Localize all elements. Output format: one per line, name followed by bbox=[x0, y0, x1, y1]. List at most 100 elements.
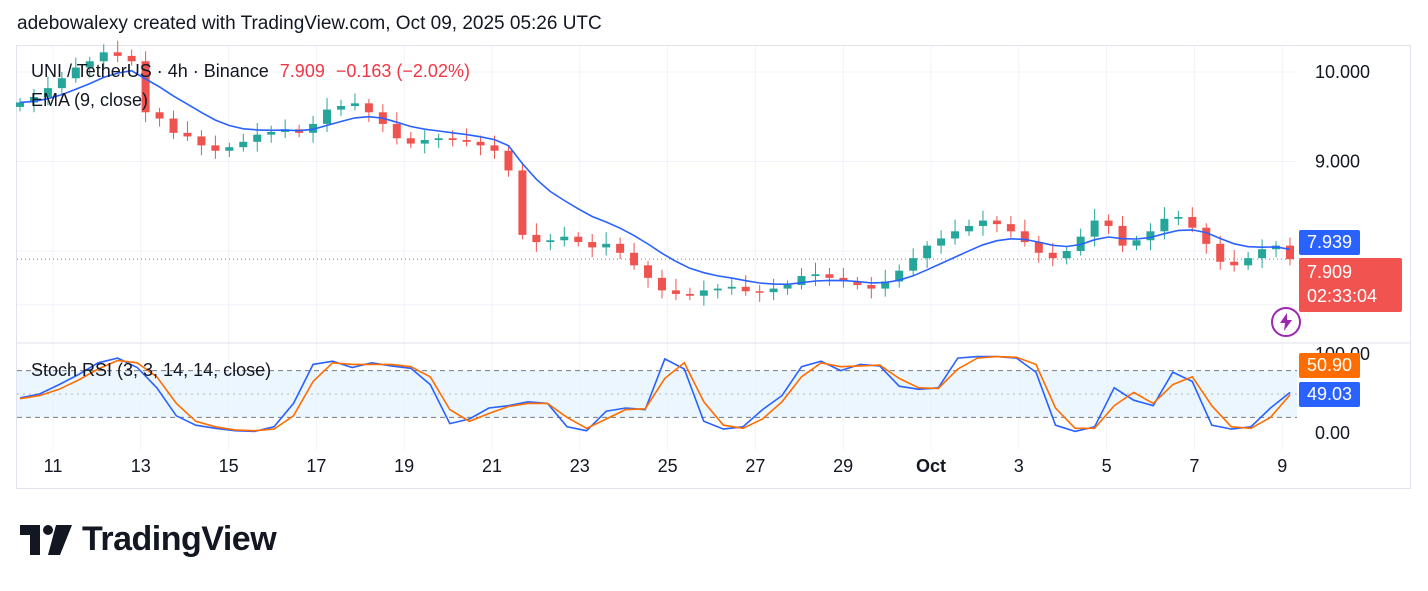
candle-body bbox=[490, 145, 499, 151]
candle-body bbox=[909, 258, 918, 271]
last-price-tag-value: 7.909 bbox=[1307, 262, 1353, 282]
candle-body bbox=[602, 243, 611, 248]
candle-body bbox=[699, 290, 708, 296]
candle-body bbox=[462, 140, 471, 142]
candle-body bbox=[1258, 249, 1267, 259]
candle-body bbox=[951, 231, 960, 239]
x-tick-label: 23 bbox=[570, 456, 590, 476]
candle-body bbox=[1118, 225, 1127, 246]
candle-body bbox=[1090, 220, 1099, 237]
candle-body bbox=[532, 234, 541, 243]
candle-body bbox=[225, 147, 234, 151]
brand-name: TradingView bbox=[82, 520, 277, 558]
candle-body bbox=[630, 252, 639, 266]
candle-body bbox=[141, 61, 150, 113]
candle-body bbox=[1286, 245, 1294, 260]
candle-body bbox=[57, 78, 66, 89]
symbol-label: UNI / TetherUS · 4h · Binance bbox=[31, 61, 269, 81]
candle-body bbox=[978, 220, 987, 226]
last-price-tag: 7.909 02:33:04 bbox=[1299, 258, 1402, 312]
candle-body bbox=[99, 52, 108, 62]
x-tick-label: Oct bbox=[916, 456, 946, 476]
candle-body bbox=[309, 123, 318, 133]
candle-body bbox=[476, 141, 485, 146]
candle-body bbox=[853, 281, 862, 286]
candle-body bbox=[420, 140, 429, 144]
stoch-rsi-legend[interactable]: Stoch RSI (3, 3, 14, 14, close) bbox=[31, 360, 272, 380]
candle-body bbox=[1174, 216, 1183, 219]
candle-body bbox=[239, 141, 248, 148]
candle-body bbox=[671, 290, 680, 294]
candle-body bbox=[937, 238, 946, 246]
candle-body bbox=[267, 131, 276, 135]
x-tick-label: 21 bbox=[482, 456, 502, 476]
candle-body bbox=[518, 170, 527, 235]
candle-body bbox=[16, 102, 24, 107]
x-tick-label: 17 bbox=[306, 456, 326, 476]
y-tick-label: 9.000 bbox=[1315, 152, 1360, 172]
candle-body bbox=[783, 285, 792, 289]
tradingview-logo[interactable]: TradingView bbox=[20, 520, 277, 559]
price-change-value: −0.163 (−2.02%) bbox=[335, 61, 470, 81]
candle-body bbox=[1202, 227, 1211, 244]
bar-countdown: 02:33:04 bbox=[1307, 286, 1378, 306]
candle-body bbox=[895, 270, 904, 282]
x-tick-label: 11 bbox=[44, 456, 63, 476]
candle-body bbox=[741, 286, 750, 292]
candle-body bbox=[546, 240, 555, 243]
x-tick-label: 7 bbox=[1189, 456, 1199, 476]
candle-body bbox=[588, 242, 597, 248]
tradingview-logo-icon bbox=[20, 524, 72, 555]
candle-body bbox=[336, 106, 345, 110]
candle-body bbox=[504, 150, 513, 171]
y-tick-label: 10.000 bbox=[1315, 62, 1370, 82]
chart-attribution: adebowalexy created with TradingView.com… bbox=[17, 13, 602, 34]
candle-body bbox=[1062, 251, 1071, 259]
stoch-d-line bbox=[19, 355, 1291, 432]
candle-body bbox=[1216, 243, 1225, 262]
candle-body bbox=[811, 274, 820, 277]
candle-body bbox=[867, 285, 876, 289]
candle-body bbox=[965, 225, 974, 232]
candle-body bbox=[574, 236, 583, 243]
symbol-legend[interactable]: UNI / TetherUS · 4h · Binance 7.909 −0.1… bbox=[31, 61, 470, 82]
candle-body bbox=[448, 138, 457, 141]
stoch-k-line bbox=[19, 355, 1291, 433]
candle-body bbox=[644, 265, 653, 278]
candle-body bbox=[923, 245, 932, 259]
rsi-tick-label: 0.00 bbox=[1315, 423, 1350, 443]
candle-body bbox=[85, 61, 94, 68]
x-tick-label: 5 bbox=[1102, 456, 1112, 476]
candle-body bbox=[755, 291, 764, 293]
ema-legend[interactable]: EMA (9, close) bbox=[31, 90, 149, 110]
candle-body bbox=[392, 123, 401, 139]
candle-body bbox=[713, 288, 722, 291]
candle-body bbox=[685, 293, 694, 296]
candle-body bbox=[1244, 258, 1253, 266]
candle-body bbox=[169, 118, 178, 133]
candle-body bbox=[839, 277, 848, 282]
candle-body bbox=[1034, 242, 1043, 253]
candle-body bbox=[364, 103, 373, 113]
candle-body bbox=[825, 274, 834, 278]
candle-body bbox=[727, 286, 736, 289]
candle-body bbox=[29, 97, 38, 103]
x-tick-label: 25 bbox=[658, 456, 678, 476]
ema-price-tag: 7.939 bbox=[1299, 230, 1361, 255]
candle-body bbox=[992, 220, 1001, 225]
candle-body bbox=[253, 134, 262, 142]
candle-body bbox=[1104, 220, 1113, 226]
candle-body bbox=[1132, 240, 1141, 246]
candle-body bbox=[71, 67, 80, 79]
lightning-icon[interactable] bbox=[1271, 307, 1301, 337]
candle-body bbox=[1146, 231, 1155, 241]
candle-body bbox=[1020, 231, 1029, 243]
x-tick-label: 9 bbox=[1277, 456, 1287, 476]
candle-body bbox=[769, 288, 778, 293]
x-tick-label: 19 bbox=[394, 456, 414, 476]
candle-body bbox=[183, 132, 192, 137]
x-tick-label: 13 bbox=[131, 456, 151, 476]
candle-body bbox=[1048, 252, 1057, 259]
candle-body bbox=[43, 88, 52, 98]
